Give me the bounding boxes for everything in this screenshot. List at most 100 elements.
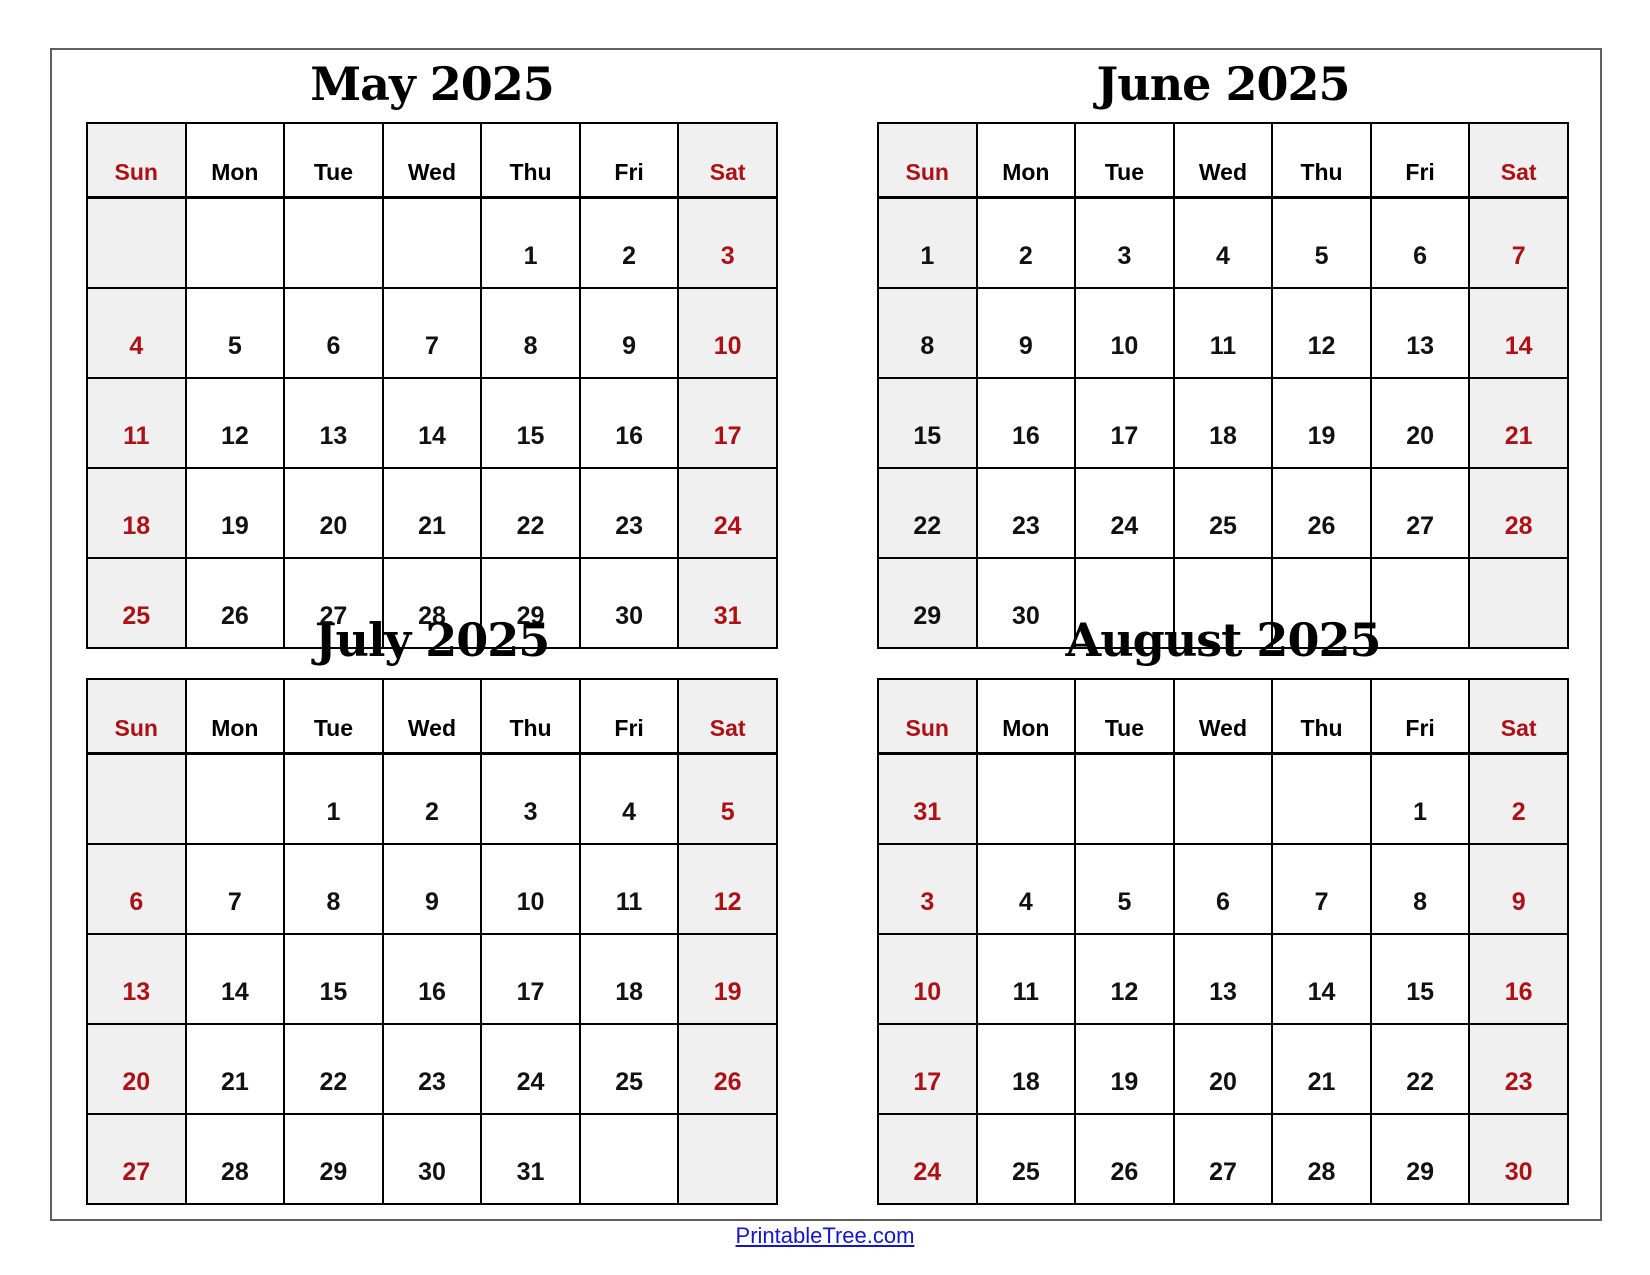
calendar-title: June 2025 [1096, 57, 1351, 111]
week-row: 20 21 22 23 24 25 26 [86, 1023, 778, 1115]
weekday-header-thu: Thu [480, 122, 581, 199]
weekday-header-sun: Sun [86, 678, 187, 755]
date-cell: 25 [86, 557, 187, 649]
weekday-header-mon: Mon [184, 678, 286, 755]
date-cell: 22 [480, 467, 581, 559]
date-cell: 25 [578, 1023, 680, 1115]
date-cell: 20 [86, 1023, 187, 1115]
date-cell: 26 [1271, 467, 1372, 559]
date-cell: 15 [877, 377, 978, 469]
date-cell: 18 [86, 467, 187, 559]
empty-cell [381, 196, 483, 289]
date-cell: 18 [1172, 377, 1274, 469]
week-row: 27 28 29 30 31 [86, 1113, 778, 1205]
date-cell: 24 [480, 1023, 581, 1115]
date-cell: 15 [1369, 933, 1471, 1025]
date-cell: 19 [1074, 1023, 1175, 1115]
date-cell: 29 [877, 557, 978, 649]
date-cell: 17 [677, 377, 778, 469]
date-cell: 16 [578, 377, 680, 469]
date-cell: 27 [283, 557, 384, 649]
weekday-header-row: Sun Mon Tue Wed Thu Fri Sat [86, 122, 778, 199]
calendar-title: May 2025 [310, 57, 555, 111]
empty-cell [1369, 557, 1471, 649]
date-cell: 1 [480, 196, 581, 289]
weekday-header-fri: Fri [1369, 678, 1471, 755]
date-cell: 13 [1172, 933, 1274, 1025]
date-cell: 3 [480, 752, 581, 845]
calendar-grid: Sun Mon Tue Wed Thu Fri Sat 31 1 2 3 4 5 6 7 8 9 10 11 12 1… [877, 678, 1569, 1205]
date-cell: 26 [184, 557, 286, 649]
weekday-header-wed: Wed [381, 122, 483, 199]
date-cell: 15 [283, 933, 384, 1025]
date-cell: 22 [1369, 1023, 1471, 1115]
weekday-header-thu: Thu [1271, 678, 1372, 755]
date-cell: 30 [381, 1113, 483, 1205]
weekday-header-row: Sun Mon Tue Wed Thu Fri Sat [877, 122, 1569, 199]
date-cell: 4 [86, 287, 187, 379]
date-cell: 8 [1369, 843, 1471, 935]
date-cell: 16 [381, 933, 483, 1025]
date-cell: 30 [975, 557, 1077, 649]
date-cell: 23 [975, 467, 1077, 559]
weekday-header-tue: Tue [1074, 122, 1175, 199]
printabletree-link[interactable]: PrintableTree.com [735, 1223, 915, 1248]
date-cell: 14 [1271, 933, 1372, 1025]
empty-cell [1468, 557, 1569, 649]
empty-cell [283, 196, 384, 289]
calendar-title: August 2025 [1065, 613, 1382, 667]
date-cell: 7 [381, 287, 483, 379]
weekday-header-wed: Wed [381, 678, 483, 755]
weekday-header-fri: Fri [578, 678, 680, 755]
date-cell: 11 [975, 933, 1077, 1025]
date-cell: 29 [480, 557, 581, 649]
empty-cell [578, 1113, 680, 1205]
week-row: 4 5 6 7 8 9 10 [86, 287, 778, 379]
date-cell: 25 [1172, 467, 1274, 559]
date-cell: 28 [1271, 1113, 1372, 1205]
date-cell: 24 [877, 1113, 978, 1205]
date-cell: 27 [86, 1113, 187, 1205]
empty-cell [975, 752, 1077, 845]
footer: PrintableTree.com [0, 1223, 1650, 1249]
date-cell: 31 [877, 752, 978, 845]
week-row: 31 1 2 [877, 752, 1569, 845]
date-cell: 28 [1468, 467, 1569, 559]
weekday-header-fri: Fri [1369, 122, 1471, 199]
date-cell: 5 [184, 287, 286, 379]
weekday-header-thu: Thu [480, 678, 581, 755]
date-cell: 25 [975, 1113, 1077, 1205]
weekday-header-sun: Sun [86, 122, 187, 199]
empty-cell [86, 752, 187, 845]
date-cell: 10 [1074, 287, 1175, 379]
empty-cell [1172, 557, 1274, 649]
week-row: 24 25 26 27 28 29 30 [877, 1113, 1569, 1205]
date-cell: 9 [975, 287, 1077, 379]
date-cell: 24 [677, 467, 778, 559]
date-cell: 16 [975, 377, 1077, 469]
empty-cell [1271, 752, 1372, 845]
date-cell: 4 [1172, 196, 1274, 289]
week-row: 22 23 24 25 26 27 28 [877, 467, 1569, 559]
date-cell: 20 [283, 467, 384, 559]
week-row: 15 16 17 18 19 20 21 [877, 377, 1569, 469]
week-row: 18 19 20 21 22 23 24 [86, 467, 778, 559]
date-cell: 18 [578, 933, 680, 1025]
weekday-header-mon: Mon [184, 122, 286, 199]
week-row: 13 14 15 16 17 18 19 [86, 933, 778, 1025]
date-cell: 6 [1172, 843, 1274, 935]
date-cell: 29 [1369, 1113, 1471, 1205]
empty-cell [677, 1113, 778, 1205]
date-cell: 21 [381, 467, 483, 559]
date-cell: 23 [381, 1023, 483, 1115]
empty-cell [1271, 557, 1372, 649]
date-cell: 13 [1369, 287, 1471, 379]
date-cell: 4 [578, 752, 680, 845]
date-cell: 20 [1369, 377, 1471, 469]
date-cell: 27 [1369, 467, 1471, 559]
date-cell: 12 [184, 377, 286, 469]
date-cell: 19 [184, 467, 286, 559]
